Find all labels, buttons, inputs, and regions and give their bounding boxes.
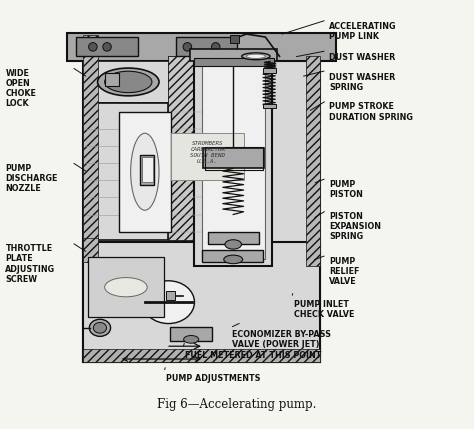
Bar: [168, 56, 194, 240]
Bar: [105, 73, 119, 86]
Bar: [175, 37, 237, 56]
Ellipse shape: [246, 54, 265, 58]
Bar: [83, 242, 319, 362]
Bar: [76, 37, 138, 56]
Text: FUEL METERED AT THIS POINT: FUEL METERED AT THIS POINT: [185, 351, 321, 360]
Text: THROTTLE
PLATE
ADJUSTING
SCREW: THROTTLE PLATE ADJUSTING SCREW: [5, 245, 55, 284]
Text: DUST WASHER
SPRING: DUST WASHER SPRING: [329, 73, 395, 91]
Ellipse shape: [143, 281, 194, 323]
Ellipse shape: [89, 42, 97, 51]
Ellipse shape: [105, 278, 147, 297]
Ellipse shape: [211, 42, 220, 51]
Bar: [67, 33, 336, 60]
Bar: [83, 238, 98, 262]
Bar: [83, 349, 319, 362]
Bar: [201, 250, 263, 263]
Bar: [119, 112, 171, 232]
Text: WIDE
OPEN
CHOKE
LOCK: WIDE OPEN CHOKE LOCK: [5, 69, 36, 108]
Ellipse shape: [183, 335, 199, 343]
Text: STROMBERS
CARBURETOR
SOUTH BEND
U.S.A.: STROMBERS CARBURETOR SOUTH BEND U.S.A.: [190, 141, 225, 164]
Text: Fig 6—Accelerating pump.: Fig 6—Accelerating pump.: [157, 398, 317, 411]
Bar: [170, 327, 212, 341]
Bar: [230, 35, 239, 43]
Bar: [306, 56, 319, 266]
Bar: [83, 103, 168, 240]
Bar: [193, 58, 274, 66]
Text: ACCELERATING
PUMP LINK: ACCELERATING PUMP LINK: [329, 22, 397, 41]
Bar: [263, 68, 276, 73]
Bar: [88, 257, 164, 317]
Bar: [171, 133, 244, 180]
Bar: [201, 63, 265, 260]
Ellipse shape: [242, 53, 270, 60]
Text: PUMP ADJUSTMENTS: PUMP ADJUSTMENTS: [166, 375, 261, 384]
Text: DUST WASHER: DUST WASHER: [329, 53, 395, 62]
Ellipse shape: [224, 255, 243, 264]
Bar: [83, 37, 319, 362]
Bar: [83, 35, 98, 245]
Bar: [83, 60, 173, 103]
Ellipse shape: [89, 319, 110, 336]
Bar: [166, 291, 174, 300]
Text: PUMP
DISCHARGE
NOZZLE: PUMP DISCHARGE NOZZLE: [5, 164, 58, 193]
Text: PUMP
RELIEF
VALVE: PUMP RELIEF VALVE: [329, 257, 360, 287]
Text: PUMP STROKE
DURATION SPRING: PUMP STROKE DURATION SPRING: [329, 103, 413, 121]
Text: PUMP
PISTON: PUMP PISTON: [329, 180, 363, 199]
Text: PISTON
EXPANSION
SPRING: PISTON EXPANSION SPRING: [329, 212, 381, 242]
Ellipse shape: [225, 240, 241, 249]
Bar: [140, 154, 155, 184]
Ellipse shape: [105, 71, 152, 93]
Ellipse shape: [131, 133, 159, 210]
Ellipse shape: [98, 68, 159, 96]
Text: PUMP INLET
CHECK VALVE: PUMP INLET CHECK VALVE: [294, 300, 354, 319]
Bar: [246, 56, 273, 240]
Ellipse shape: [103, 42, 111, 51]
Bar: [190, 49, 277, 61]
Text: ECONOMIZER BY-PASS
VALVE (POWER JET): ECONOMIZER BY-PASS VALVE (POWER JET): [232, 330, 331, 349]
Bar: [263, 104, 276, 109]
Bar: [208, 232, 259, 245]
Bar: [205, 147, 263, 170]
Bar: [203, 148, 264, 168]
Bar: [142, 157, 153, 182]
Ellipse shape: [183, 42, 191, 51]
Bar: [194, 56, 273, 266]
Ellipse shape: [93, 323, 107, 333]
